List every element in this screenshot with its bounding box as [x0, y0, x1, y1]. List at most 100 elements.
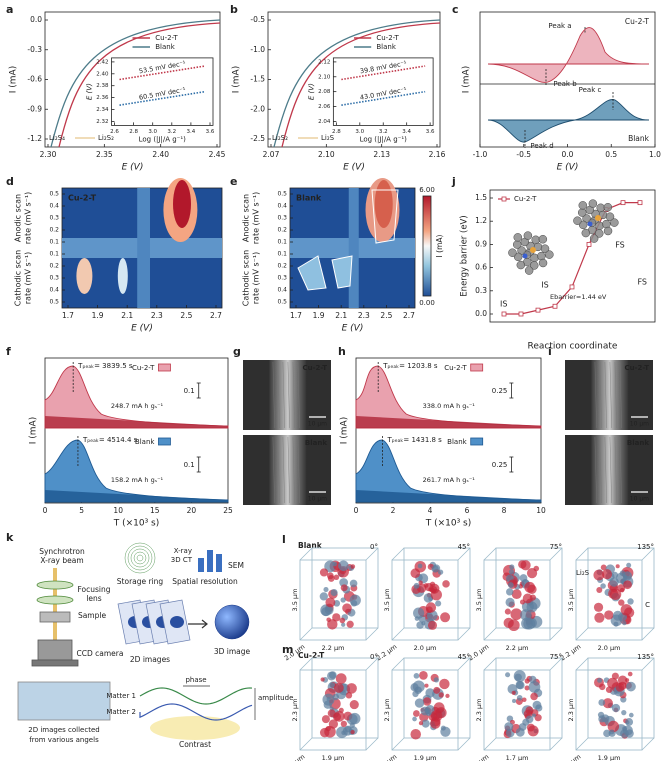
scale-label: 10 μm — [308, 421, 327, 428]
x-tick-label: 1.7 — [62, 311, 74, 320]
particle — [327, 709, 336, 718]
cube-edge — [391, 657, 405, 671]
dimension-label: 1.7 μm — [506, 754, 529, 761]
y-tick-label: -0.9 — [27, 104, 42, 113]
y-tick-label: 2.32 — [96, 119, 108, 125]
peak-label: Peak a — [548, 22, 571, 30]
x-tick-label: 3.0 — [148, 129, 157, 135]
y-tick-label: 0.3 — [277, 215, 287, 222]
y-tick-label: 0.0 — [475, 309, 487, 318]
energy-point — [535, 307, 541, 313]
particle — [410, 683, 419, 692]
atom — [531, 235, 540, 245]
cube-edge — [575, 657, 589, 671]
y-tick-label: 2.36 — [96, 95, 109, 101]
wave-matter2 — [139, 703, 253, 721]
y-tick-label: 0.4 — [49, 203, 59, 210]
colorbar — [422, 195, 432, 297]
atom-cu — [595, 215, 601, 221]
particle — [520, 560, 531, 571]
dimension-label: 1.7 μm — [375, 753, 398, 761]
inset-y-label: E (V) — [307, 83, 315, 100]
inset-frame — [332, 57, 434, 126]
particle — [328, 719, 339, 729]
curve-cu2t — [281, 22, 441, 148]
heatmap-warm — [76, 258, 93, 294]
sem-texture — [619, 361, 622, 429]
y-tick-label: 0.5 — [49, 299, 59, 306]
particle — [611, 703, 621, 713]
particle — [609, 588, 622, 601]
atom — [573, 216, 582, 225]
particle — [440, 725, 446, 731]
sem-label: Blank — [305, 439, 327, 447]
particle — [418, 580, 423, 585]
wave-matter1 — [139, 687, 253, 705]
capacity-area — [45, 490, 228, 502]
particle — [609, 729, 615, 735]
particle — [525, 715, 534, 724]
particle — [349, 579, 358, 588]
atom — [523, 231, 533, 240]
y-tick-label: 0.3 — [277, 275, 287, 282]
energy-point — [620, 200, 626, 206]
x-tick-label: 15 — [150, 506, 160, 515]
dimension-label: 2.3 μm — [383, 699, 391, 722]
cube-back — [311, 657, 379, 739]
particle — [438, 692, 444, 698]
particle — [607, 720, 620, 733]
cube-edge — [365, 627, 379, 641]
legend-label: Cu-2-T — [514, 195, 537, 203]
y-axis-label: Energy barrier (eV) — [460, 215, 470, 296]
particle — [625, 718, 634, 726]
particle — [618, 681, 627, 690]
dimension-label: 1.9 μm — [322, 754, 345, 761]
atom — [603, 202, 613, 212]
dimension-label: 3.5 μm — [475, 589, 483, 612]
particle — [623, 580, 632, 590]
resolution-bar — [207, 550, 213, 572]
particle — [326, 617, 331, 623]
sem-fiber — [591, 360, 629, 430]
sem-texture — [272, 361, 275, 429]
x-tick-label: 2.10 — [318, 150, 335, 159]
particle — [413, 582, 420, 589]
y-axis-label: rate (mV s⁻¹) — [252, 192, 261, 244]
scale-label: 0.25 — [492, 387, 508, 395]
cube-edge — [391, 627, 405, 641]
atom — [538, 234, 548, 244]
storage-ring — [127, 545, 153, 571]
legend-swatch — [158, 363, 171, 372]
heatmap-region — [297, 255, 327, 291]
projection-photo — [17, 681, 111, 721]
atom — [512, 240, 522, 249]
x-tick-label: 3.4 — [187, 129, 196, 135]
particle — [424, 683, 429, 688]
panel-label: d — [6, 175, 14, 188]
cube-edge — [641, 627, 655, 641]
x-tick-label: 2.6 — [110, 129, 119, 135]
particle — [412, 690, 419, 698]
dimension-label: 1.7 μm — [283, 753, 306, 761]
cube-edge — [641, 547, 655, 561]
heatmap-hot — [374, 180, 393, 228]
energy-point — [586, 241, 592, 247]
particle — [425, 602, 437, 613]
legend-label: Cu-2-T — [625, 17, 649, 26]
atom — [516, 260, 526, 270]
angle-label: 45° — [458, 653, 470, 661]
particle — [327, 671, 337, 681]
particle — [435, 600, 442, 607]
dimension-label: 2.0 μm — [598, 644, 621, 652]
particle — [505, 597, 515, 607]
particle — [321, 607, 331, 617]
sem-texture — [619, 436, 622, 504]
ct-label: X-ray — [174, 547, 192, 555]
contrast-glow — [150, 716, 240, 740]
y-tick-label: -1.5 — [250, 75, 265, 84]
legend-label: Cu-2-T — [155, 34, 178, 42]
scale-label: 10 μm — [630, 421, 649, 428]
particle — [319, 592, 328, 601]
particle — [612, 610, 623, 621]
particle — [528, 675, 537, 684]
